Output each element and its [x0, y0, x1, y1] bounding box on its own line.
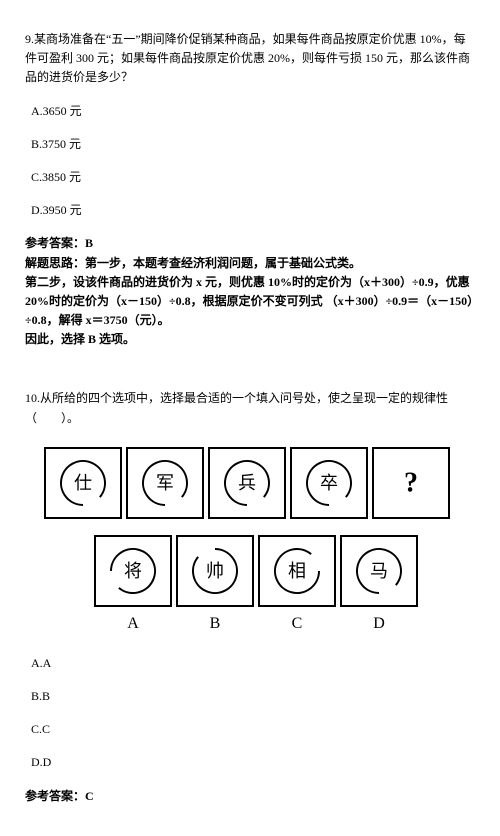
q10-option-d: D.D: [31, 753, 475, 772]
q10-option-a: A.A: [31, 654, 475, 673]
piece-question: ?: [373, 448, 449, 518]
svg-text:相: 相: [288, 561, 306, 581]
q9-option-c: C.3850 元: [31, 168, 475, 187]
q9-explain-p1: 第一步，本题考查经济利润问题，属于基础公式类。: [85, 256, 361, 270]
piece-r1-2: 兵: [209, 448, 285, 518]
q9-explain-label: 解题思路：: [25, 256, 85, 270]
option-label-d: D: [373, 615, 385, 632]
piece-r2-3: 马: [341, 536, 417, 606]
q10-prompt: 10.从所给的四个选项中，选择最合适的一个填入问号处，使之呈现一定的规律性（ ）…: [25, 389, 475, 427]
piece-r2-0: 将: [95, 536, 171, 606]
piece-r1-0: 仕: [45, 448, 121, 518]
q9-explain-p3: 因此，选择 B 选项。: [25, 332, 135, 346]
piece-r1-3: 卒: [291, 448, 367, 518]
piece-r2-1: 帅: [177, 536, 253, 606]
q9-answer-label: 参考答案：B: [25, 236, 93, 250]
svg-text:马: 马: [370, 561, 388, 581]
q9-option-b: B.3750 元: [31, 135, 475, 154]
svg-text:卒: 卒: [320, 473, 338, 493]
q10-option-c: C.C: [31, 720, 475, 739]
piece-r2-2: 相: [259, 536, 335, 606]
q10-answer-label: 参考答案：C: [25, 787, 475, 806]
svg-text:军: 军: [156, 473, 174, 493]
q9-prompt: 9.某商场准备在“五一”期间降价促销某种商品，如果每件商品按原定价优惠 10%，…: [25, 30, 475, 88]
q9-option-d: D.3950 元: [31, 201, 475, 220]
q9-answer-block: 参考答案：B 解题思路：第一步，本题考查经济利润问题，属于基础公式类。 第二步，…: [25, 234, 475, 349]
q9-explain-p2: 第二步，设该件商品的进货价为 x 元，则优惠 10%时的定价为（x＋300）÷0…: [25, 275, 473, 327]
svg-text:帅: 帅: [206, 561, 224, 581]
svg-text:将: 将: [124, 561, 142, 581]
q10-option-b: B.B: [31, 687, 475, 706]
option-label-a: A: [127, 615, 139, 632]
option-label-c: C: [292, 615, 303, 632]
svg-text:仕: 仕: [74, 473, 92, 493]
piece-r1-1: 军: [127, 448, 203, 518]
svg-text:兵: 兵: [238, 473, 256, 493]
q10-figure: 仕 军 兵 卒? 将 A 帅 B 相 C 马 D: [25, 440, 475, 640]
option-label-b: B: [210, 615, 221, 632]
q9-option-a: A.3650 元: [31, 102, 475, 121]
svg-text:?: ?: [404, 467, 418, 498]
